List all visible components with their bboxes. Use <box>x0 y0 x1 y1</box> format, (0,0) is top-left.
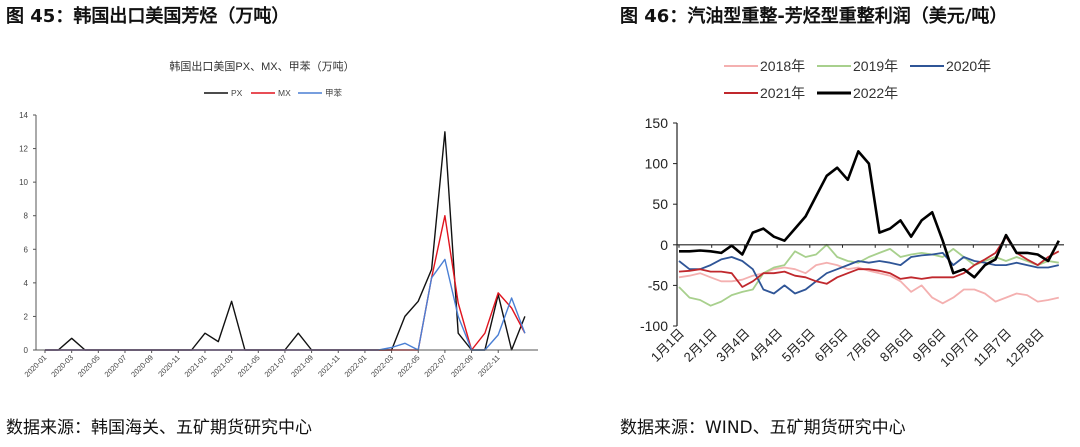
legend-label: 2020年 <box>946 58 991 74</box>
y-tick-label: -50 <box>648 277 668 293</box>
y-tick-label: 12 <box>19 145 28 154</box>
legend-label: PX <box>231 88 243 98</box>
figure-45-title: 图 45：韩国出口美国芳烃（万吨） <box>6 6 290 27</box>
x-tick-label: 7月6日 <box>844 326 883 365</box>
x-tick-label: 3月4日 <box>713 326 752 365</box>
y-tick-label: -100 <box>640 318 668 334</box>
series-line-2021年 <box>678 235 1060 288</box>
legend-label: 2022年 <box>853 85 898 101</box>
legend-label: 甲苯 <box>325 88 343 98</box>
y-tick-label: 100 <box>645 156 669 172</box>
y-tick-label: 0 <box>24 346 29 355</box>
x-tick-label: 4月4日 <box>746 326 785 365</box>
x-tick-label: 6月5日 <box>811 326 850 365</box>
y-tick-label: 10 <box>19 178 28 187</box>
y-tick-label: 50 <box>652 196 668 212</box>
legend-label: 2019年 <box>853 58 898 74</box>
chart-title: 韩国出口美国PX、MX、甲苯（万吨） <box>169 59 354 73</box>
series-line-2019年 <box>678 243 1059 307</box>
y-tick-label: 8 <box>24 212 29 221</box>
y-tick-label: 14 <box>19 111 28 120</box>
series-line-2018年 <box>678 261 1059 305</box>
figure-46-title: 图 46：汽油型重整-芳烃型重整利润（美元/吨） <box>620 6 1008 27</box>
y-tick-label: 6 <box>24 245 29 254</box>
series-line-2020年 <box>678 251 1059 295</box>
legend-label: 2018年 <box>760 58 805 74</box>
figure-46-source: 数据来源：WIND、五矿期货研究中心 <box>620 418 906 438</box>
series-line-2022年 <box>679 150 1060 279</box>
x-tick-label: 2月1日 <box>681 326 720 365</box>
legend-label: MX <box>278 88 291 98</box>
y-tick-label: 150 <box>645 115 669 131</box>
legend-label: 2021年 <box>760 85 805 101</box>
y-tick-label: 4 <box>24 279 29 288</box>
x-tick-label: 8月6日 <box>877 326 916 365</box>
x-tick-label: 5月5日 <box>779 326 818 365</box>
y-tick-label: 0 <box>660 237 668 253</box>
reforming-profit-chart: -100-500501001501月1日2月1日3月4日4月4日5月5日6月5日… <box>640 58 1064 370</box>
y-tick-label: 2 <box>24 312 29 321</box>
figure-45-source: 数据来源：韩国海关、五矿期货研究中心 <box>6 418 312 438</box>
